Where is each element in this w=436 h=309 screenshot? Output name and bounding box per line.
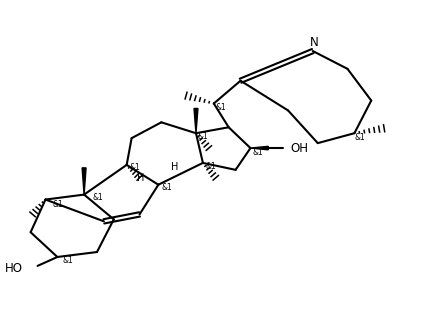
Text: H: H	[137, 173, 144, 183]
Text: &1: &1	[198, 132, 209, 141]
Text: &1: &1	[62, 256, 73, 265]
Text: N: N	[310, 36, 318, 49]
Text: &1: &1	[52, 200, 63, 209]
Text: OH: OH	[290, 142, 308, 154]
Text: &1: &1	[129, 163, 140, 172]
Polygon shape	[194, 108, 198, 133]
Text: H: H	[171, 162, 179, 172]
Text: &1: &1	[216, 103, 227, 112]
Text: &1: &1	[354, 133, 365, 142]
Text: HO: HO	[5, 262, 23, 275]
Text: &1: &1	[206, 162, 217, 171]
Text: &1: &1	[161, 183, 172, 192]
Text: &1: &1	[92, 193, 103, 202]
Polygon shape	[250, 146, 268, 150]
Polygon shape	[82, 168, 86, 195]
Text: &1: &1	[252, 147, 263, 157]
